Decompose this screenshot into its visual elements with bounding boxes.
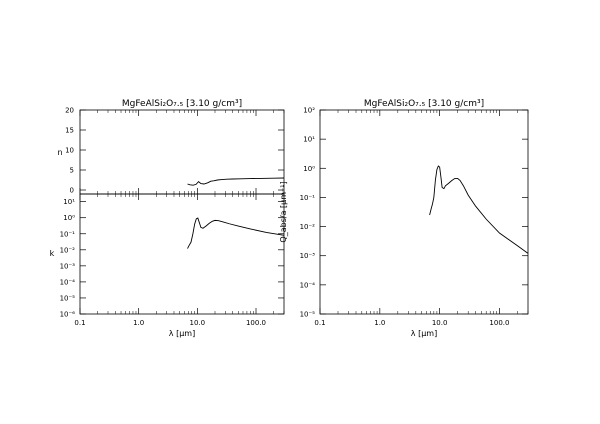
y-tick-label: 15 — [65, 127, 74, 135]
y-tick-label: 10⁻¹ — [60, 230, 76, 238]
y-tick-label: 10⁻⁶ — [60, 311, 76, 319]
plot-frame — [79, 109, 285, 195]
y-tick-label: 10⁻¹ — [300, 194, 316, 202]
y-tick-label: 10¹ — [303, 136, 315, 144]
y-tick-label: 10⁻⁴ — [300, 281, 316, 289]
x-tick-label: 1.0 — [374, 319, 385, 327]
y-axis-ticks: 0 5 10 15 20 — [65, 107, 284, 195]
x-axis-ticks: 0.1 1.0 10.0 100.0 — [314, 110, 529, 327]
y-tick-label: 10⁻³ — [300, 252, 316, 260]
x-tick-label: 0.1 — [314, 319, 325, 327]
x-tick-label: 100.0 — [489, 319, 509, 327]
x-axis-ticks — [79, 110, 285, 194]
x-tick-label: 0.1 — [74, 319, 85, 327]
y-tick-label: 10 — [65, 147, 74, 155]
q-series-line — [429, 165, 529, 254]
y-tick-label: 10⁻⁵ — [300, 311, 316, 319]
absorption-q-panel: MgFeAlSi₂O₇.₅ [3.10 g/cm³] Q_abs/a [μm⁻¹… — [279, 99, 529, 338]
x-axis-ticks: 0.1 1.0 10.0 100.0 — [74, 194, 285, 327]
x-axis-label: λ [μm] — [411, 329, 437, 338]
y-tick-label: 0 — [70, 187, 74, 195]
y-tick-label: 10² — [303, 107, 315, 115]
y-tick-label: 10⁰ — [303, 165, 315, 173]
x-tick-label: 10.0 — [432, 319, 448, 327]
refractive-index-n-panel: MgFeAlSi₂O₇.₅ [3.10 g/cm³] n 0 5 10 15 20 — [57, 99, 285, 195]
n-series-line — [187, 177, 285, 186]
plot-frame — [79, 193, 285, 315]
chart-title: MgFeAlSi₂O₇.₅ [3.10 g/cm³] — [122, 99, 242, 109]
y-tick-label: 10⁻² — [60, 246, 76, 254]
y-tick-label: 10⁻⁵ — [60, 294, 76, 302]
y-axis-ticks: 10² 10¹ 10⁰ 10⁻¹ 10⁻² 10⁻³ 10⁻⁴ 10⁻⁵ — [300, 107, 528, 319]
y-tick-label: 20 — [65, 107, 74, 115]
chart-title: MgFeAlSi₂O₇.₅ [3.10 g/cm³] — [364, 99, 484, 109]
plot-frame — [319, 109, 529, 315]
extinction-k-panel: k λ [μm] 10¹10⁰10⁻¹10⁻²10⁻³10⁻⁴10⁻⁵10⁻⁶ … — [50, 193, 285, 338]
y-axis-label: k — [50, 249, 55, 258]
y-tick-label: 10¹ — [63, 198, 75, 206]
y-axis-ticks: 10¹ 10⁰ 10⁻¹ 10⁻² 10⁻³ 10⁻⁴ 10⁻⁵ 10⁻⁶ — [60, 198, 284, 319]
x-tick-label: 100.0 — [246, 319, 266, 327]
y-tick-label: 10⁻⁴ — [60, 278, 76, 286]
y-tick-label: 10⁰ — [63, 214, 75, 222]
y-tick-label: 10⁻³ — [60, 262, 76, 270]
y-axis-label: Q_abs/a [μm⁻¹] — [279, 181, 288, 242]
x-tick-label: 10.0 — [190, 319, 206, 327]
y-tick-label: 5 — [70, 167, 74, 175]
x-axis-label: λ [μm] — [169, 329, 195, 338]
y-axis-label: n — [57, 148, 62, 157]
k-series-line — [187, 217, 285, 249]
x-tick-label: 1.0 — [133, 319, 144, 327]
y-tick-label: 10⁻² — [300, 223, 316, 231]
